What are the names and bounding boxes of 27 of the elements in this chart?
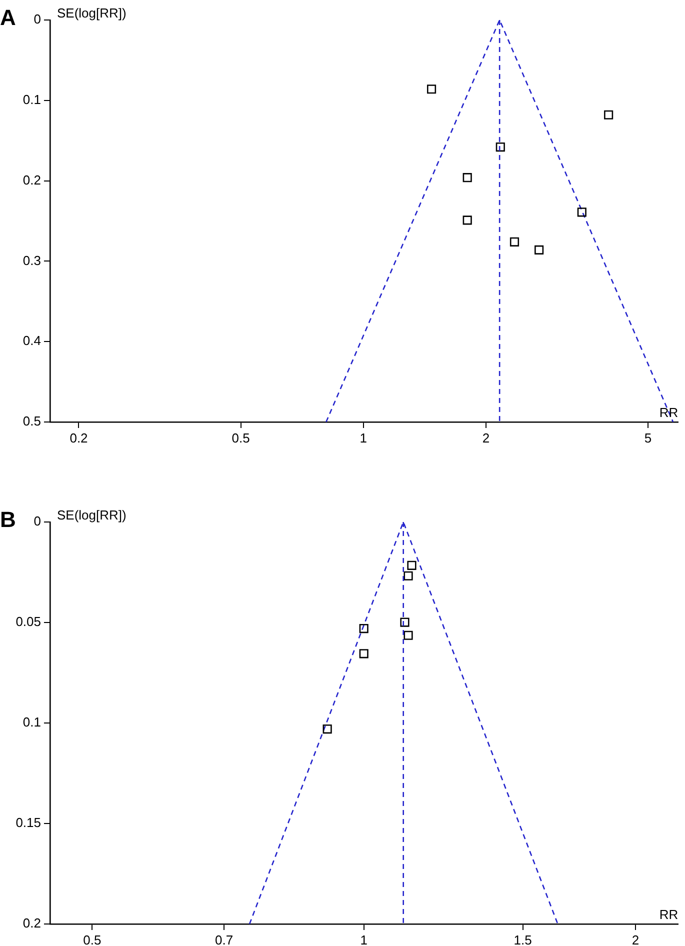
x-tick-label: 2 — [482, 430, 490, 446]
y-tick-label: 0.3 — [22, 252, 41, 268]
y-tick-label: 0.5 — [22, 414, 41, 429]
x-axis-title: RR — [659, 405, 678, 420]
x-tick-label: 2 — [632, 932, 640, 946]
y-tick-label: 0.2 — [22, 172, 41, 188]
chart-title: A — [0, 5, 16, 30]
x-tick-label: 1 — [360, 430, 368, 446]
chart-title: B — [0, 507, 16, 532]
y-tick-label: 0 — [34, 514, 41, 529]
y-tick-label: 0.2 — [22, 916, 41, 931]
y-tick-label: 0.15 — [16, 815, 41, 830]
y-axis-title: SE(log[RR]) — [57, 6, 126, 21]
x-tick-label: 0.5 — [232, 430, 250, 446]
x-axis-title: RR — [659, 907, 678, 922]
y-axis-title: SE(log[RR]) — [57, 508, 126, 523]
y-tick-label: 0.05 — [16, 614, 41, 630]
y-tick-label: 0.1 — [22, 92, 41, 107]
x-tick-label: 5 — [644, 430, 652, 446]
y-tick-label: 0.1 — [22, 714, 41, 730]
y-tick-label: 0 — [34, 12, 41, 27]
x-tick-label: 1 — [360, 932, 368, 946]
x-tick-label: 0.7 — [215, 932, 234, 946]
y-tick-label: 0.4 — [22, 333, 41, 348]
x-tick-label: 0.5 — [83, 932, 102, 946]
x-tick-label: 1.5 — [514, 932, 532, 946]
x-tick-label: 0.2 — [70, 430, 88, 446]
